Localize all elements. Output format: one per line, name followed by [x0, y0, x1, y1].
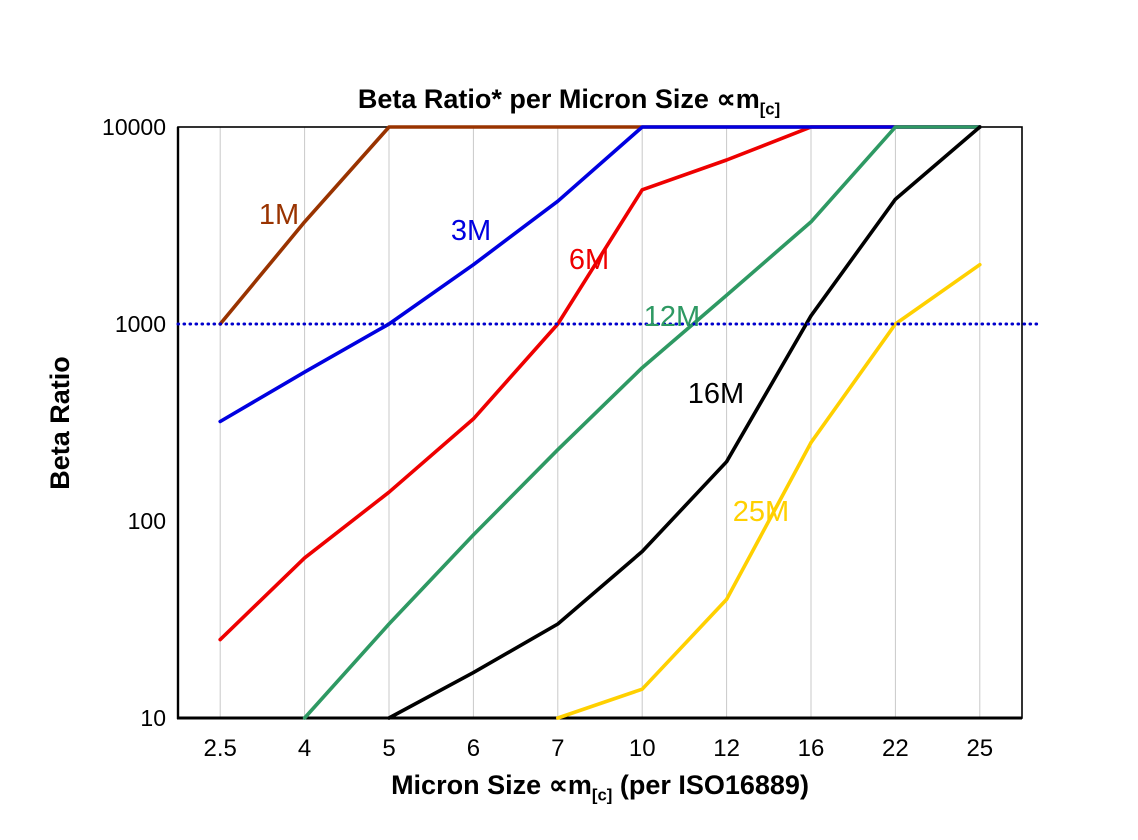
series-label-6M: 6M — [569, 244, 609, 276]
chart-title: Beta Ratio* per Micron Size ∝m[c] — [0, 84, 1138, 119]
series-line-25M — [555, 262, 982, 720]
x-tick-label: 2.5 — [204, 735, 237, 762]
x-tick-label: 10 — [629, 735, 656, 762]
chart-title-subscript: [c] — [759, 99, 781, 119]
x-tick-label: 4 — [298, 735, 311, 762]
x-axis-title-symbol: ∝m — [548, 770, 592, 800]
x-axis-title-subscript: [c] — [591, 785, 613, 805]
x-tick-label: 16 — [798, 735, 825, 762]
y-tick-label: 10 — [140, 705, 166, 731]
series-label-12M: 12M — [644, 301, 700, 333]
x-tick-label: 25 — [966, 735, 993, 762]
x-axis-title-suffix: (per ISO16889) — [612, 770, 809, 800]
chart-title-text: Beta Ratio* per Micron Size — [357, 84, 717, 114]
chart-title-symbol: ∝m — [716, 84, 760, 114]
x-tick-label: 22 — [882, 735, 909, 762]
x-tick-label: 5 — [382, 735, 395, 762]
series-line-1M — [218, 125, 982, 326]
series-line-6M — [218, 125, 982, 642]
series-line-12M — [302, 125, 982, 720]
x-tick-label: 7 — [551, 735, 564, 762]
x-tick-label: 6 — [467, 735, 480, 762]
x-tick-label: 12 — [713, 735, 740, 762]
series-line-16M — [387, 125, 982, 720]
series-line-3M — [218, 125, 982, 424]
y-tick-label: 1000 — [115, 311, 166, 337]
x-axis-title-text: Micron Size — [391, 770, 549, 800]
series-label-25M: 25M — [733, 496, 789, 528]
y-tick-label: 10000 — [102, 114, 166, 140]
y-tick-label: 100 — [128, 508, 166, 534]
series-label-1M: 1M — [259, 199, 299, 231]
series-label-16M: 16M — [688, 378, 744, 410]
series-label-3M: 3M — [451, 215, 491, 247]
x-axis-title: Micron Size ∝m[c] (per ISO16889) — [178, 770, 1022, 805]
